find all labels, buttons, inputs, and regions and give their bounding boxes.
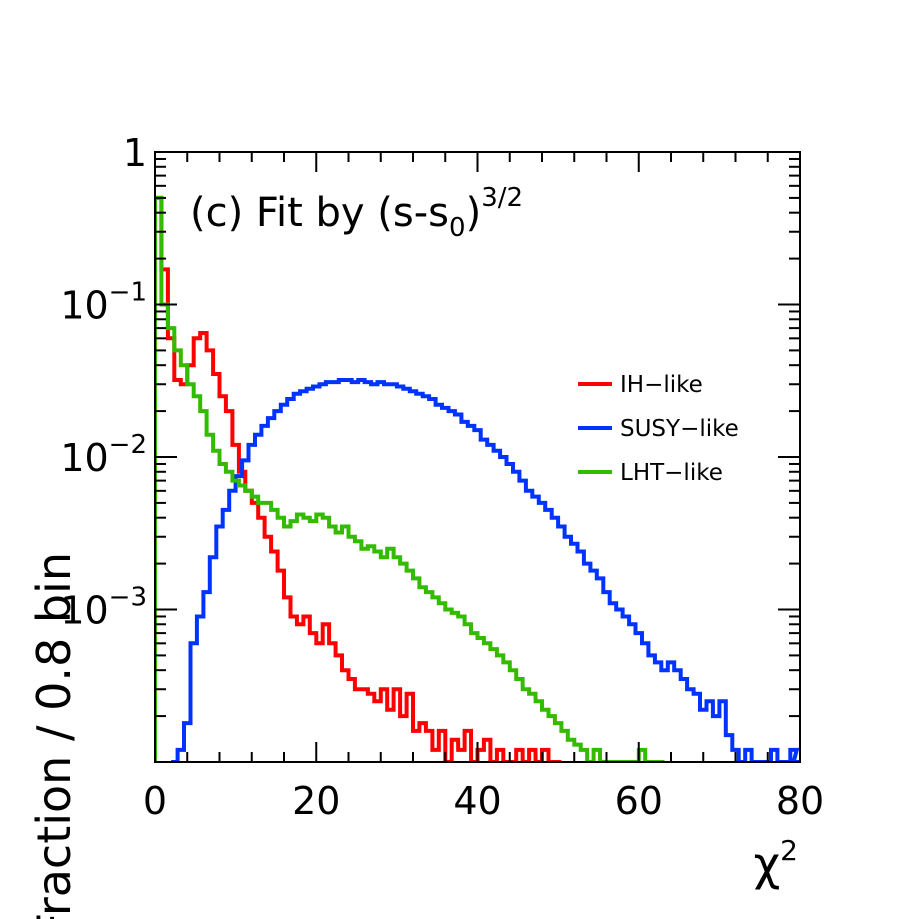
- x-axis-title-base: χ: [754, 837, 781, 891]
- x-axis-title: χ2: [754, 834, 798, 891]
- legend: IH−like SUSY−like LHT−like: [578, 372, 739, 486]
- y-tick-label: 10−3: [60, 583, 147, 633]
- y-tick-label: 10−2: [60, 430, 147, 480]
- x-tick-label: 0: [143, 779, 167, 823]
- y-tick-base: 1: [123, 131, 147, 175]
- y-tick-base: 10: [60, 284, 108, 328]
- y-tick-label: 1: [123, 131, 147, 175]
- x-tick-label: 40: [453, 779, 501, 823]
- annotation-text: (c) Fit by (s-s: [190, 190, 449, 236]
- y-tick-exponent: −3: [109, 583, 147, 613]
- series-lht-like: [155, 195, 665, 762]
- plot-frame: [154, 151, 801, 763]
- annotation-superscript: 3/2: [481, 183, 523, 213]
- legend-label: IH−like: [620, 372, 703, 398]
- y-tick-exponent: −1: [109, 278, 147, 308]
- series-ih-like: [155, 195, 562, 762]
- y-tick-exponent: −2: [109, 430, 147, 460]
- axes-layer: [154, 151, 801, 763]
- y-tick-base: 10: [60, 589, 108, 633]
- series-susy-like: [171, 378, 800, 762]
- annotation-subscript: 0: [449, 213, 466, 243]
- x-tick-label: 60: [615, 779, 663, 823]
- y-tick-label: 10−1: [60, 278, 147, 328]
- series-layer: [155, 195, 800, 762]
- x-axis-title-sup: 2: [780, 834, 798, 867]
- annotation-close: ): [466, 190, 482, 236]
- legend-label: SUSY−like: [620, 416, 739, 442]
- x-tick-label: 80: [776, 779, 824, 823]
- y-tick-base: 10: [60, 436, 108, 480]
- legend-label: LHT−like: [620, 460, 723, 486]
- x-tick-label: 20: [292, 779, 340, 823]
- fit-annotation: (c) Fit by (s-s0)3/2: [190, 183, 523, 243]
- y-axis-title: Fraction / 0.8 bin: [27, 552, 81, 919]
